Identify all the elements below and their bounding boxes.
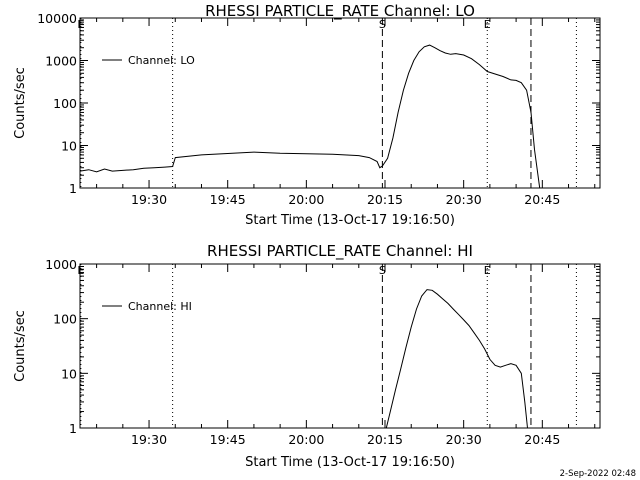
y-axis-label: Counts/sec [13, 310, 28, 382]
legend-entry: Channel: HI [128, 300, 192, 313]
x-tick-label: 20:00 [288, 432, 324, 447]
plot-frame [79, 263, 601, 429]
x-tick-label: 20:30 [446, 192, 482, 207]
y-tick-label: 1 [69, 181, 77, 196]
x-tick-label: 19:45 [210, 192, 246, 207]
legend-entry: Channel: LO [128, 54, 195, 67]
x-tick-label: 20:30 [446, 432, 482, 447]
event-marker-label: S [379, 18, 386, 31]
event-marker-label: S [379, 264, 386, 277]
y-axis-label: Counts/sec [13, 67, 28, 139]
x-tick-label: 20:00 [288, 192, 324, 207]
x-axis-label: Start Time (13-Oct-17 19:16:50) [245, 455, 455, 470]
y-tick-label: 100 [53, 96, 77, 111]
chart-title: RHESSI PARTICLE_RATE Channel: LO [205, 2, 475, 21]
x-tick-label: 20:15 [367, 432, 403, 447]
y-tick-label: 10000 [37, 11, 77, 26]
x-tick-label: 20:45 [524, 432, 560, 447]
x-tick-label: 19:45 [210, 432, 246, 447]
y-tick-label: 10 [61, 139, 77, 154]
event-marker-label: E [484, 264, 491, 277]
x-axis-label: Start Time (13-Oct-17 19:16:50) [245, 213, 455, 228]
event-marker-label: E [77, 18, 84, 31]
x-tick-label: 19:30 [131, 192, 167, 207]
y-tick-label: 1000 [45, 257, 77, 272]
y-tick-label: 1000 [45, 54, 77, 69]
x-tick-label: 20:45 [524, 192, 560, 207]
series-line [79, 44, 561, 189]
series-line [385, 289, 528, 429]
timestamp-label: 2-Sep-2022 02:48 [560, 469, 636, 479]
x-tick-label: 19:30 [131, 432, 167, 447]
y-tick-label: 100 [53, 312, 77, 327]
plot-frame [79, 17, 601, 189]
event-marker-label: E [77, 264, 84, 277]
event-marker-label: E [484, 18, 491, 31]
x-tick-label: 20:15 [367, 192, 403, 207]
y-tick-label: 10 [61, 366, 77, 381]
chart-title: RHESSI PARTICLE_RATE Channel: HI [207, 242, 473, 261]
y-tick-label: 1 [69, 421, 77, 436]
